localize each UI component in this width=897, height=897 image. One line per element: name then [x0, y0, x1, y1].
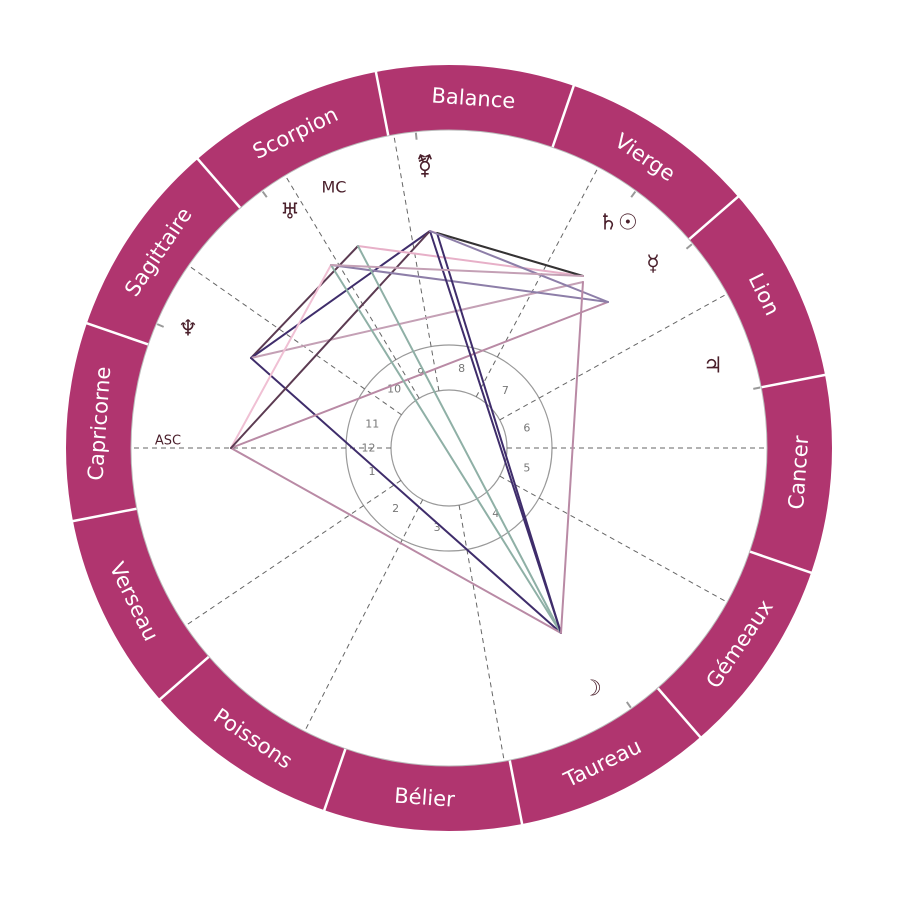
- planet-tick: [261, 190, 268, 198]
- aspect-line-asc-mer: [230, 301, 609, 449]
- aspect-line-mar-moon: [436, 232, 562, 634]
- sign-label-6: Bélier: [394, 784, 456, 812]
- planet-tick: [414, 132, 418, 140]
- house-number-5: 5: [523, 462, 530, 475]
- aspect-line-mc-moon: [357, 245, 562, 634]
- house-number-3: 3: [434, 521, 441, 534]
- aspect-line-ven-mer: [429, 230, 609, 303]
- saturn-sun-icon: ♄☉: [598, 211, 637, 236]
- house-cusp-5: [499, 475, 728, 603]
- chart-inner-area: [130, 129, 768, 767]
- sign-divider: [322, 747, 347, 812]
- house-number-6: 6: [523, 421, 530, 434]
- sign-label-3: Cancer: [784, 434, 813, 510]
- neptune-icon: ♆: [178, 317, 198, 342]
- aspect-line-asc-moon: [230, 447, 562, 634]
- sign-divider: [748, 550, 813, 575]
- sign-divider: [759, 373, 827, 389]
- sign-divider: [196, 157, 242, 210]
- aspect-line-ura-mer: [330, 264, 609, 303]
- planet-tick: [685, 243, 693, 250]
- house-cusp-4: [458, 505, 505, 762]
- planet-tick: [630, 190, 637, 198]
- house-number-1: 1: [369, 465, 376, 478]
- planet-tick: [625, 701, 632, 709]
- aspect-line-mc-sat: [357, 245, 584, 277]
- sign-divider: [71, 507, 139, 523]
- house-number-9: 9: [417, 366, 424, 379]
- jupiter-icon: ♃: [703, 354, 723, 379]
- zodiac-band-ring: [66, 65, 832, 831]
- sign-divider: [687, 195, 740, 241]
- house-cusp-3: [304, 499, 424, 732]
- aspect-line-ven-moon: [429, 230, 562, 634]
- sign-divider: [158, 655, 211, 701]
- chart-points: ASC MC: [155, 178, 347, 449]
- mc-label: MC: [322, 178, 347, 197]
- aspect-line-asc-ura: [230, 264, 332, 449]
- planet-tick: [156, 323, 165, 328]
- house-number-7: 7: [502, 384, 509, 397]
- house-cusp-11: [188, 265, 402, 416]
- aspect-lines: [230, 230, 609, 634]
- planet-glyphs: ⚧ ♅ ♆ ♄☉ ☿ ♃ ☽: [156, 132, 761, 709]
- sign-label-0: Balance: [431, 83, 516, 113]
- aspect-line-mar-sat: [436, 232, 584, 277]
- sign-divider: [508, 758, 524, 826]
- venus-mars-icon: ⚧: [416, 154, 434, 180]
- outer-chart-circle: [130, 129, 768, 767]
- house-cusp-7: [499, 293, 728, 421]
- mercury-icon: ☿: [646, 252, 660, 277]
- sign-divider: [85, 321, 150, 346]
- house-number-11: 11: [365, 417, 379, 430]
- asc-label: ASC: [155, 434, 181, 449]
- house-number-4: 4: [492, 507, 499, 520]
- house-cusp-2: [185, 480, 402, 627]
- core-circle: [390, 389, 508, 507]
- sign-divider: [656, 686, 702, 739]
- aspect-line-nep-moon: [250, 357, 562, 634]
- sign-divider: [374, 70, 390, 138]
- house-number-2: 2: [392, 502, 399, 515]
- moon-icon: ☽: [582, 677, 602, 702]
- planet-tick: [753, 386, 761, 390]
- house-number-8: 8: [458, 362, 465, 375]
- aspect-line-sun-moon: [560, 281, 584, 634]
- house-number-12: 12: [362, 442, 376, 455]
- uranus-icon: ♅: [280, 200, 300, 225]
- aspect-line-ura-moon: [330, 264, 562, 634]
- house-cusp-lines: [131, 134, 767, 762]
- sign-divider: [551, 84, 576, 149]
- aspect-line-nep-sun: [250, 281, 584, 359]
- house-cusp-8: [475, 166, 599, 398]
- house-cusp-9: [393, 134, 440, 391]
- aspect-line-ura-sat: [330, 264, 584, 277]
